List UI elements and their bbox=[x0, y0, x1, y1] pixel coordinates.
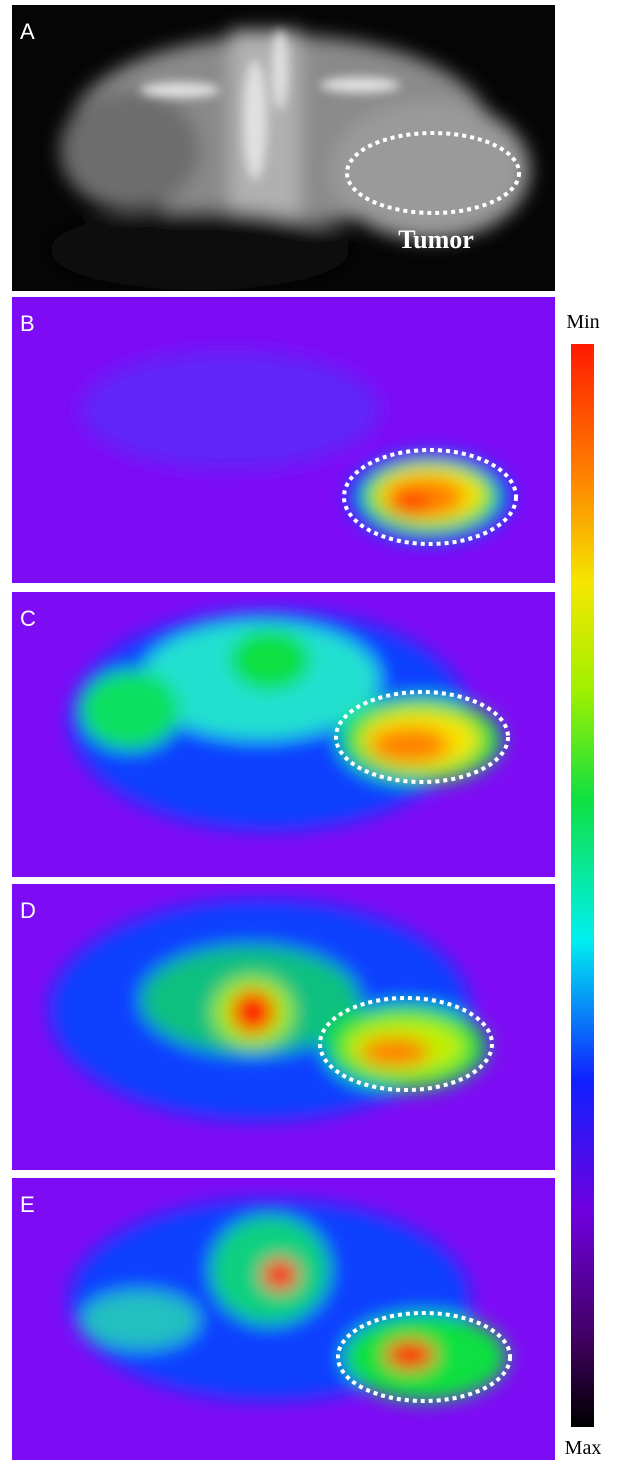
panel-d bbox=[12, 884, 555, 1170]
colorbar bbox=[571, 344, 594, 1427]
panel-a: Tumor bbox=[12, 5, 555, 291]
figure: Tumor bbox=[0, 0, 617, 1464]
panel-label: D bbox=[20, 898, 36, 923]
colorbar-top-label: Min bbox=[566, 311, 599, 333]
colorbar-bottom-label: Max bbox=[565, 1437, 602, 1459]
panel-label: C bbox=[20, 606, 36, 631]
panel-label: B bbox=[20, 311, 35, 336]
annotation: Tumor bbox=[398, 225, 474, 254]
panel-label: A bbox=[20, 19, 35, 44]
panel-b bbox=[12, 297, 555, 583]
panel-e bbox=[12, 1178, 555, 1460]
panel-c bbox=[12, 592, 555, 877]
panel-label: E bbox=[20, 1192, 35, 1217]
